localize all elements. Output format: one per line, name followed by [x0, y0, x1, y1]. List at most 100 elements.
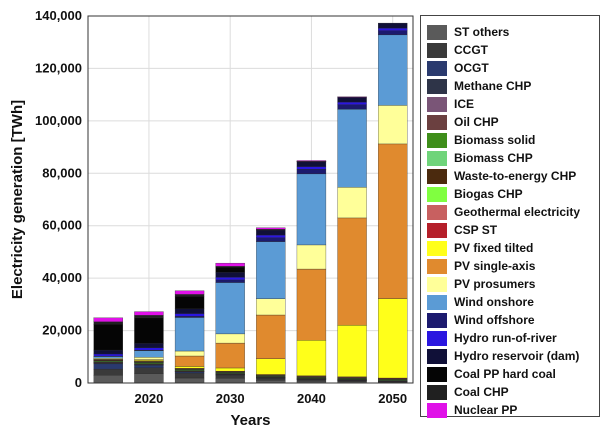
y-tick-label: 140,000: [35, 8, 82, 23]
y-axis-title: Electricity generation [TWh]: [9, 100, 26, 299]
legend-swatch: [427, 258, 447, 274]
bar-segment: [256, 234, 286, 238]
bar-segment: [215, 262, 245, 267]
bar-segment: [174, 373, 205, 379]
legend-label: PV fixed tilted: [454, 241, 534, 255]
bar-segment: [296, 173, 327, 246]
legend-item: PV prosumers: [427, 274, 535, 294]
legend-item: Oil CHP: [427, 112, 499, 132]
bar-segment: [93, 368, 123, 376]
y-axis-ticks: 0 20,000 40,000 60,000 80,000 100,000 120,000 1…: [35, 8, 82, 390]
legend-label: ST others: [454, 25, 510, 39]
bar-segment: [174, 317, 205, 352]
legend-label: Nuclear PP: [454, 403, 518, 417]
legend-label: Methane CHP: [454, 79, 532, 93]
bar-segment: [378, 27, 408, 31]
legend-swatch: [427, 150, 447, 166]
legend-label: Coal PP hard coal: [454, 367, 556, 381]
bar-segment: [174, 313, 205, 317]
bar-segment: [134, 357, 164, 360]
bar-segment: [134, 365, 164, 368]
bar-segment: [378, 30, 408, 36]
legend-swatch: [427, 348, 447, 364]
legend-item: Waste-to-energy CHP: [427, 166, 576, 186]
bar-segment: [215, 266, 245, 273]
legend-item: Nuclear PP: [427, 400, 517, 420]
x-tick-label: 2030: [216, 391, 245, 406]
legend-item: PV single-axis: [427, 256, 535, 276]
bar-segment: [174, 294, 205, 297]
bar-segment: [174, 366, 205, 369]
bar-segment: [296, 268, 327, 341]
bar-segment: [134, 367, 164, 374]
bar-segment: [174, 355, 205, 367]
legend-label: Wind onshore: [454, 295, 534, 309]
y-tick-label: 80,000: [42, 165, 82, 180]
bar-segment: [378, 105, 408, 145]
bar-segment: [256, 241, 286, 299]
legend-swatch: [427, 402, 447, 418]
bar-segment: [134, 373, 164, 384]
legend-label: Biomass CHP: [454, 151, 533, 165]
y-tick-label: 60,000: [42, 218, 82, 233]
legend-item: OCGT: [427, 58, 489, 78]
bar-segment: [378, 34, 408, 106]
legend-label: Hydro run-of-river: [454, 331, 557, 345]
bar-segment: [215, 342, 245, 369]
bar-segment: [337, 96, 367, 98]
bar-segment: [337, 187, 367, 219]
legend-label: CCGT: [454, 43, 488, 57]
bar-segment: [256, 229, 286, 236]
legend-label: OCGT: [454, 61, 489, 75]
legend-swatch: [427, 78, 447, 94]
stacked-bars: [93, 22, 408, 384]
bar-segment: [256, 358, 286, 375]
bar-segment: [134, 311, 164, 316]
bar-segment: [174, 350, 205, 357]
bar-segment: [337, 217, 367, 326]
legend-label: Oil CHP: [454, 115, 499, 129]
y-tick-label: 20,000: [42, 323, 82, 338]
bar-segment: [93, 363, 123, 370]
chart-legend: ST others CCGT OCGT Methane CHP ICE Oil CHP Bi…: [420, 15, 600, 420]
legend-swatch: [427, 186, 447, 202]
bar-segment: [337, 101, 367, 105]
legend-item: Wind offshore: [427, 310, 535, 330]
bar-segment: [215, 282, 245, 335]
bar-segment: [256, 298, 286, 316]
legend-label: Biogas CHP: [454, 187, 523, 201]
bar-segment: [134, 350, 164, 358]
bar-segment: [215, 272, 245, 278]
legend-swatch: [427, 132, 447, 148]
legend-label: Biomass solid: [454, 133, 536, 147]
bar-segment: [256, 237, 286, 242]
bar-segment: [378, 298, 408, 379]
legend-item: ST others: [427, 22, 509, 42]
x-tick-label: 2050: [378, 391, 407, 406]
legend-item: Biomass solid: [427, 130, 535, 150]
legend-item: Geothermal electricity: [427, 202, 580, 222]
legend-item: Biomass CHP: [427, 148, 533, 168]
legend-swatch: [427, 60, 447, 76]
legend-swatch: [427, 294, 447, 310]
bar-segment: [215, 333, 245, 344]
bar-segment: [93, 321, 123, 325]
bar-segment: [93, 317, 123, 322]
y-tick-label: 0: [75, 375, 82, 390]
x-tick-label: 2020: [134, 391, 163, 406]
legend-swatch: [427, 330, 447, 346]
legend-item: Wind onshore: [427, 292, 534, 312]
bar-segment: [93, 353, 123, 357]
bar-segment: [337, 108, 367, 188]
legend-label: Hydro reservoir (dam): [454, 349, 580, 363]
bar-segment: [256, 227, 286, 230]
bar-segment: [174, 371, 205, 374]
legend-swatch: [427, 240, 447, 256]
bar-segment: [174, 377, 205, 384]
y-tick-label: 100,000: [35, 113, 82, 128]
plot-frame: [87, 15, 414, 384]
legend-swatch: [427, 312, 447, 328]
bar-segment: [296, 161, 327, 167]
legend-swatch: [427, 384, 447, 400]
